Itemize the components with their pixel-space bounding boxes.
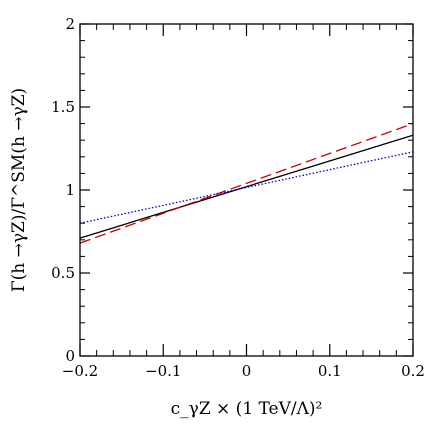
x-tick-label: 0.1 bbox=[318, 362, 342, 380]
y-tick-label: 0 bbox=[65, 347, 75, 365]
y-tick-label: 1 bbox=[65, 181, 75, 199]
x-tick-label: 0.2 bbox=[401, 362, 425, 380]
plot-frame bbox=[79, 23, 414, 357]
y-tick-label: 0.5 bbox=[51, 264, 75, 282]
y-tick-labels: 0 0.5 1 1.5 2 bbox=[51, 15, 75, 365]
major-ticks bbox=[79, 23, 414, 357]
x-tick-labels: −0.2 −0.1 0 0.1 0.2 bbox=[62, 362, 425, 380]
series-line-solid bbox=[79, 134, 414, 239]
x-tick-label: −0.2 bbox=[62, 362, 98, 380]
x-axis-label: c_γZ × (1 TeV/Λ)² bbox=[171, 399, 323, 419]
y-tick-label: 2 bbox=[65, 15, 75, 33]
minor-ticks bbox=[80, 24, 413, 356]
series-line-dotted bbox=[79, 151, 414, 224]
x-tick-label: 0 bbox=[242, 362, 252, 380]
series-group bbox=[79, 122, 414, 244]
y-tick-label: 1.5 bbox=[51, 98, 75, 116]
x-tick-label: −0.1 bbox=[145, 362, 181, 380]
y-axis-label: Γ(h →γZ)/Γ^SM(h →γZ) bbox=[9, 88, 29, 292]
series-line-dashed bbox=[79, 122, 414, 244]
